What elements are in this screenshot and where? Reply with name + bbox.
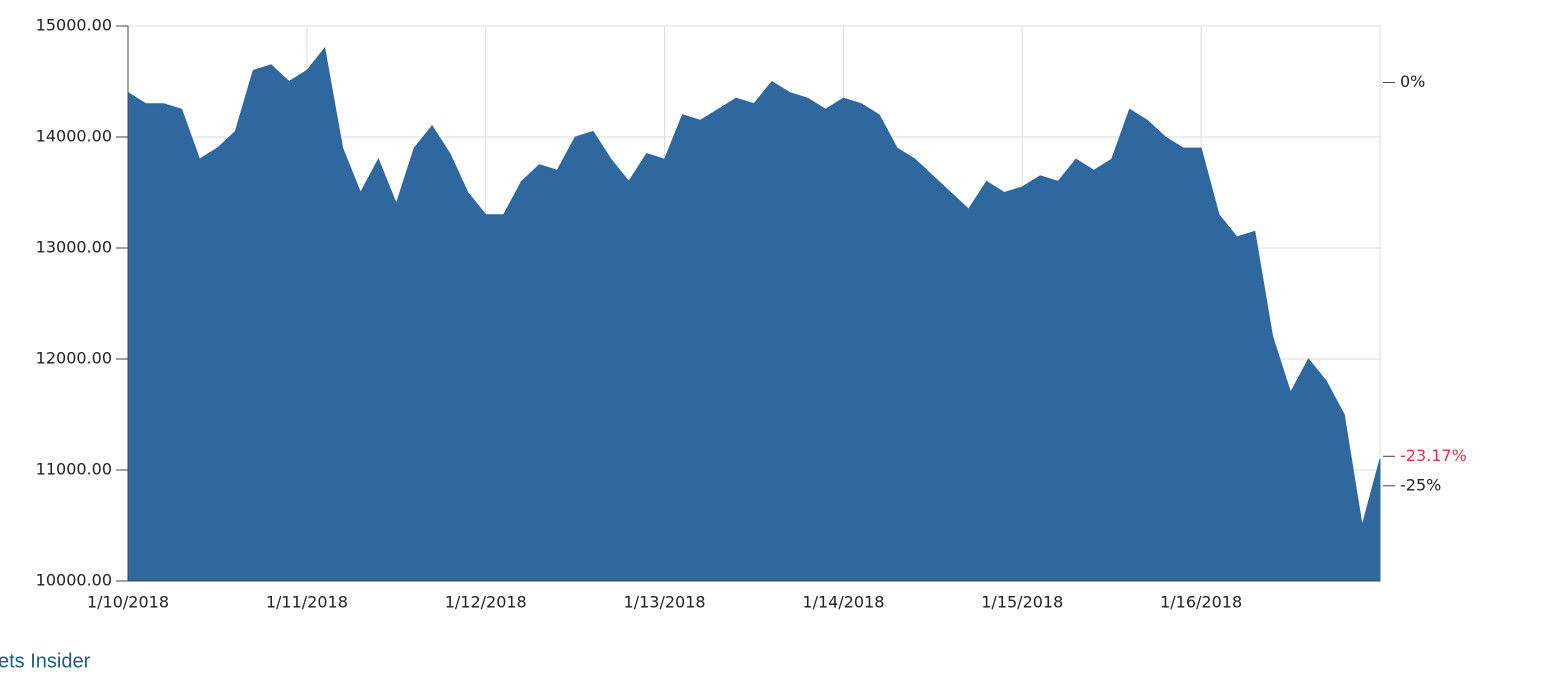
y-tick-label: 10000.00 bbox=[36, 571, 112, 590]
annotation-label: -23.17% bbox=[1400, 446, 1467, 465]
y2-tick-label: 0% bbox=[1400, 72, 1425, 91]
x-tick-label: 1/16/2018 bbox=[1160, 593, 1242, 612]
x-tick-label: 1/10/2018 bbox=[87, 593, 169, 612]
y-tick-label: 11000.00 bbox=[36, 460, 112, 479]
y-tick-label: 13000.00 bbox=[36, 238, 112, 257]
y-tick-label: 15000.00 bbox=[36, 16, 112, 35]
area bbox=[127, 47, 1381, 582]
source: ets Insider bbox=[0, 650, 91, 672]
x-tick-label: 1/14/2018 bbox=[802, 593, 884, 612]
x-tick-label: 1/12/2018 bbox=[445, 593, 527, 612]
y-tick-label: 12000.00 bbox=[36, 349, 112, 368]
x-tick-label: 1/11/2018 bbox=[266, 593, 348, 612]
x-tick-label: 1/13/2018 bbox=[624, 593, 706, 612]
y-tick-label: 14000.00 bbox=[36, 127, 112, 146]
x-tick-label: 1/15/2018 bbox=[981, 593, 1063, 612]
y2-tick-label: -25% bbox=[1400, 475, 1441, 494]
